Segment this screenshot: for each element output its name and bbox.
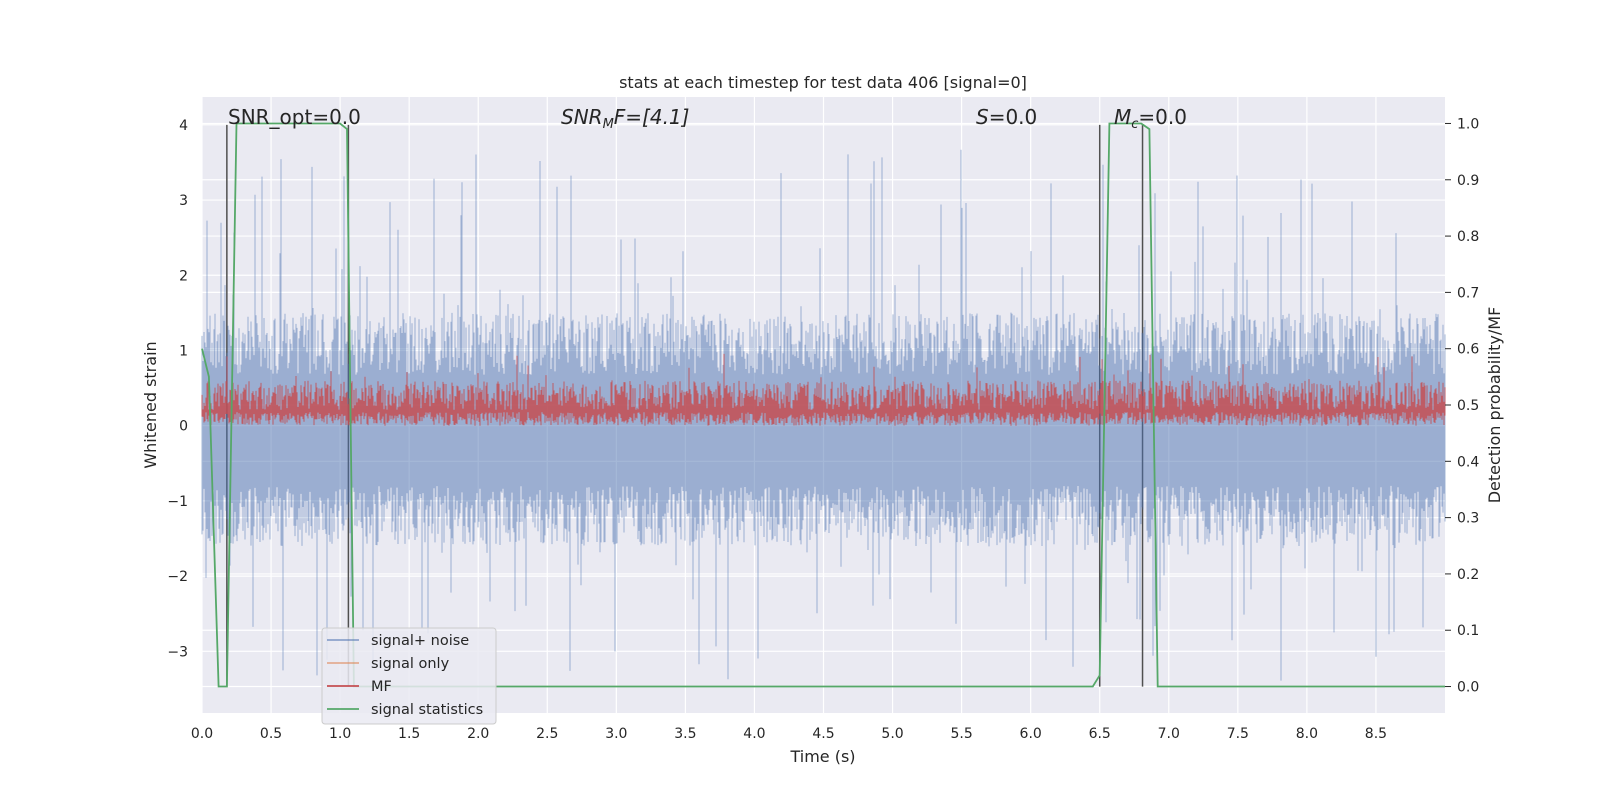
x-tick-label: 1.0 [329,726,351,742]
chart-title: stats at each timestep for test data 406… [619,73,1027,92]
annotation-s-main: S [976,105,989,129]
annotation-s-rest: =0.0 [989,105,1038,129]
annotation-snr-opt: SNR_opt=0.0 [228,105,361,129]
legend-label-mf: MF [371,679,392,695]
annotation-mc-rest: =0.0 [1138,105,1187,129]
x-tick-label: 2.0 [467,726,489,742]
y-tick-label: 4 [179,118,188,134]
x-axis-ticks: 0.0 0.5 1.0 1.5 2.0 2.5 3.0 3.5 4.0 4.5 5.0 5.5 6.0 6… [191,726,1387,742]
annotation-snr-mf-sub: M [603,117,614,132]
x-tick-label: 2.5 [536,726,558,742]
y2-tick-label: 1.0 [1457,116,1479,132]
series-mf-line [201,353,1446,426]
annotation-mc-main: M [1114,105,1131,129]
x-tick-label: 4.0 [743,726,765,742]
legend-label-signal-statistics: signal statistics [371,702,483,718]
legend-label-signal-noise: signal+ noise [371,633,469,649]
y2-tick-label: 0.7 [1457,285,1479,301]
x-tick-label: 1.5 [398,726,420,742]
y2-tick-label: 0.6 [1457,342,1479,358]
x-tick-label: 5.5 [950,726,972,742]
y2-axis-ticks: 0.0 0.1 0.2 0.3 0.4 0.5 0.6 0.7 0.8 0.9 1.0 [1445,116,1479,696]
annotation-mc-sub: c [1131,117,1138,132]
y2-tick-label: 0.9 [1457,173,1479,189]
x-tick-label: 8.0 [1296,726,1318,742]
y-tick-label: −1 [167,494,188,510]
y2-tick-label: 0.3 [1457,511,1479,527]
annotation-snr-mf-rest: F=[4.1] [614,105,690,129]
y-axis-label: Whitened strain [141,341,160,468]
legend-label-signal-only: signal only [371,656,450,672]
x-tick-label: 8.5 [1365,726,1387,742]
y-tick-label: −3 [167,644,188,660]
annotation-s: S=0.0 [976,105,1037,129]
y-tick-label: 2 [179,268,188,284]
y2-axis-label: Detection probability/MF [1485,307,1504,504]
annotation-snr-mf: SNRMF=[4.1] [561,105,689,132]
x-tick-label: 0.0 [191,726,213,742]
x-tick-label: 4.5 [812,726,834,742]
annotation-snr-mf-main: SNR [561,105,603,129]
x-tick-label: 3.5 [674,726,696,742]
x-tick-label: 7.0 [1158,726,1180,742]
x-tick-label: 3.0 [605,726,627,742]
y2-tick-label: 0.5 [1457,398,1479,414]
y-tick-label: 3 [179,193,188,209]
legend-box [321,627,497,725]
annotation-mc: Mc=0.0 [1114,105,1187,132]
y2-tick-label: 0.4 [1457,454,1479,470]
x-tick-label: 7.5 [1227,726,1249,742]
x-tick-label: 5.0 [881,726,903,742]
y2-tick-label: 0.0 [1457,680,1479,696]
y-tick-label: −2 [167,569,188,585]
y-tick-label: 1 [179,343,188,359]
y2-tick-label: 0.8 [1457,229,1479,245]
x-tick-label: 0.5 [260,726,282,742]
x-tick-label: 6.0 [1020,726,1042,742]
series-mf [201,353,1446,426]
y2-tick-label: 0.2 [1457,567,1479,583]
x-tick-label: 6.5 [1089,726,1111,742]
y-axis-ticks: −3 −2 −1 0 1 2 3 4 [167,118,188,660]
legend: signal+ noise signal only MF signal stat… [321,627,497,725]
x-axis-label: Time (s) [789,747,855,766]
y2-tick-label: 0.1 [1457,623,1479,639]
y-tick-label: 0 [179,419,188,435]
